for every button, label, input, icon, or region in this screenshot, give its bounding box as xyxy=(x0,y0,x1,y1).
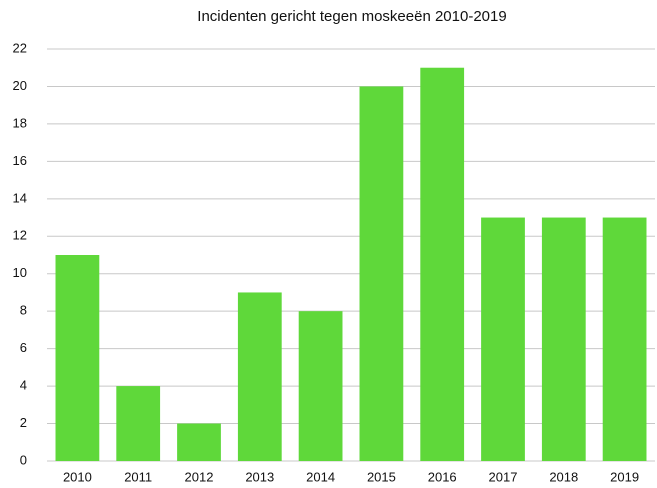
bar xyxy=(298,311,343,461)
y-tick-label: 6 xyxy=(20,340,27,355)
y-tick-label: 2 xyxy=(20,415,27,430)
y-tick-label: 0 xyxy=(20,452,27,467)
x-tick-label: 2014 xyxy=(306,469,335,484)
bar xyxy=(237,292,282,461)
x-tick-label: 2010 xyxy=(63,469,92,484)
y-tick-label: 22 xyxy=(13,40,27,55)
bar xyxy=(420,67,465,462)
y-tick-label: 18 xyxy=(13,115,27,130)
x-tick-label: 2012 xyxy=(185,469,214,484)
y-tick-label: 14 xyxy=(13,190,27,205)
bar xyxy=(177,423,221,461)
chart-title: Incidenten gericht tegen moskeeën 2010-2… xyxy=(197,8,506,25)
bar xyxy=(116,386,161,461)
bar xyxy=(541,217,586,461)
x-tick-label: 2017 xyxy=(489,469,518,484)
x-tick-label: 2018 xyxy=(549,469,578,484)
x-tick-label: 2016 xyxy=(428,469,457,484)
x-tick-label: 2011 xyxy=(124,469,152,484)
x-tick-label: 2019 xyxy=(610,469,639,484)
y-tick-label: 10 xyxy=(13,265,27,280)
y-tick-label: 8 xyxy=(20,303,27,318)
y-tick-label: 16 xyxy=(13,153,27,168)
bar xyxy=(602,217,647,461)
bar xyxy=(55,255,100,461)
y-tick-label: 12 xyxy=(13,228,27,243)
y-tick-label: 4 xyxy=(20,378,27,393)
y-tick-label: 20 xyxy=(13,78,27,93)
x-tick-label: 2015 xyxy=(367,469,396,484)
x-tick-label: 2013 xyxy=(245,469,274,484)
bar xyxy=(359,86,404,462)
bar xyxy=(481,217,525,461)
